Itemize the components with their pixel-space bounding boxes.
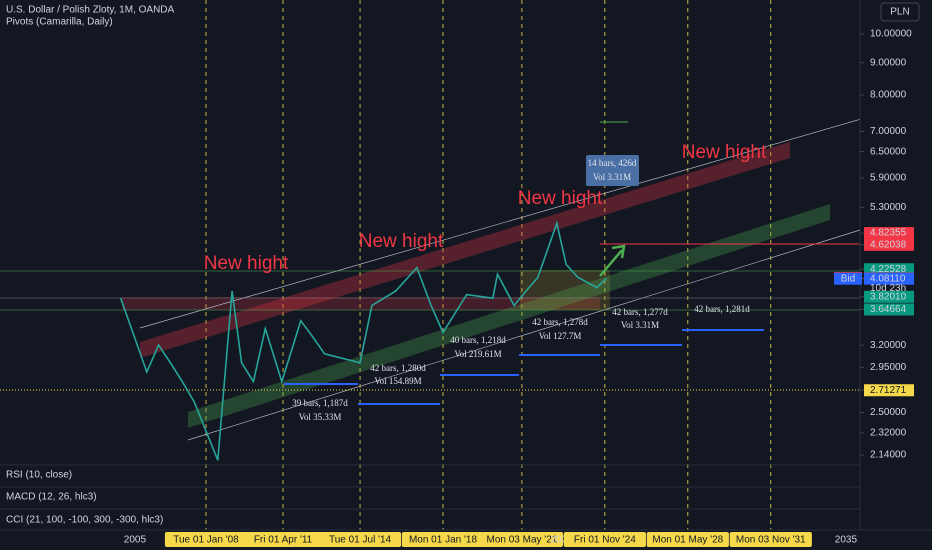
time-label-bg [480, 532, 564, 547]
pane-title: MACD (12, 26, hlc3) [6, 492, 97, 503]
price-label-bg [864, 238, 914, 251]
price-label: 4.62038 [870, 239, 907, 250]
price-label: 2.71271 [870, 385, 907, 396]
time-label: Fri 01 Apr '11 [254, 535, 313, 546]
price-label: 4.08110 [870, 273, 906, 284]
price-label: 3.82010 [870, 291, 907, 302]
price-line [119, 220, 608, 461]
time-label-bg [241, 532, 325, 547]
annotation: New hight [518, 188, 603, 209]
currency[interactable]: PLN [890, 7, 909, 18]
measure-label: 42 bars, 1,280d [370, 363, 426, 373]
outer-line [139, 114, 876, 329]
measure-label: 42 bars, 1,277d [612, 307, 668, 317]
measure-label: Vol 154.89M [374, 376, 421, 386]
outer-line [187, 229, 861, 441]
price-label: 6.50000 [870, 146, 907, 157]
annotation: New hight [682, 142, 767, 163]
price-label: 3.64664 [870, 304, 907, 315]
price-label-bg [864, 290, 914, 303]
measure-label: 39 bars, 1,187d [292, 398, 348, 408]
time-label: 2023 [550, 535, 573, 546]
red-channel [140, 142, 790, 358]
measure-label: Vol 219.61M [454, 349, 501, 359]
arrow [599, 244, 626, 277]
bid: Bid [841, 273, 855, 284]
pane-title: CCI (21, 100, -100, 300, -300, hlc3) [6, 515, 163, 526]
time-label: Tue 01 Jul '14 [329, 535, 392, 546]
time-label-bg [563, 532, 646, 547]
measure-label: Vol 3.31M [621, 320, 659, 330]
price-label: 2.50000 [870, 407, 907, 418]
price-label: 4.22528 [870, 264, 907, 275]
measure-label: 42 bars, 1,281d [694, 304, 750, 314]
price-label: 4.82355 [870, 228, 907, 239]
time-label: 2005 [124, 535, 147, 546]
zone [520, 270, 610, 310]
bid-bg [834, 272, 862, 285]
forecast-box [586, 155, 639, 186]
time-label: Tue 01 Jan '08 [173, 535, 239, 546]
forecast-label: Vol 3.31M [593, 172, 631, 182]
time-label: Mon 01 May '28 [652, 535, 723, 546]
time-label-bg [401, 532, 485, 547]
annotation: New hight [204, 253, 289, 274]
measure-label: Vol 127.7M [539, 331, 582, 341]
measure-label: 40 bars, 1,218d [450, 335, 506, 345]
symbol-title: U.S. Dollar / Polish Zloty, 1M, OANDA [6, 5, 175, 16]
time-label: Mon 03 May '21 [486, 535, 557, 546]
currency-button[interactable] [880, 2, 920, 22]
time-label: Fri 01 Nov '24 [574, 535, 636, 546]
price-label-bg [864, 227, 914, 240]
annotation: New hight [359, 231, 444, 252]
price-label: 2.14000 [870, 450, 907, 461]
time-label-bg [646, 532, 729, 547]
price-label-bg [864, 384, 914, 397]
price-label-bg [864, 303, 914, 316]
price-label: 2.95000 [870, 362, 907, 373]
price-label: 8.00000 [870, 90, 907, 101]
indicator-name: Pivots (Camarilla, Daily) [6, 17, 113, 28]
price-label: 5.30000 [870, 202, 907, 213]
time-label-bg [318, 532, 402, 547]
green-channel [188, 204, 830, 428]
price-label: 5.90000 [870, 173, 907, 184]
time-label-bg [164, 532, 248, 547]
time-label: 2035 [835, 535, 858, 546]
pane-title: RSI (10, close) [6, 470, 72, 481]
time-label: Mon 01 Jan '18 [409, 535, 478, 546]
price-label: 7.00000 [870, 126, 907, 137]
time-label: Mon 03 Nov '31 [736, 535, 806, 546]
price-label-bg [864, 272, 914, 285]
measure-label: Vol 35.33M [299, 412, 342, 422]
price-label: 3.20000 [870, 340, 907, 351]
measure-label: 42 bars, 1,278d [532, 317, 588, 327]
time-label-bg [729, 532, 812, 547]
price-label: 2.32000 [870, 428, 907, 439]
resistance-zone [122, 297, 600, 310]
countdown: 10d 23h [870, 283, 906, 294]
price-label: 10.00000 [870, 29, 912, 40]
channels [0, 114, 876, 441]
forecast-label: 14 bars, 426d [588, 158, 637, 168]
measure-lines [284, 329, 764, 405]
price-label: 9.00000 [870, 57, 907, 68]
